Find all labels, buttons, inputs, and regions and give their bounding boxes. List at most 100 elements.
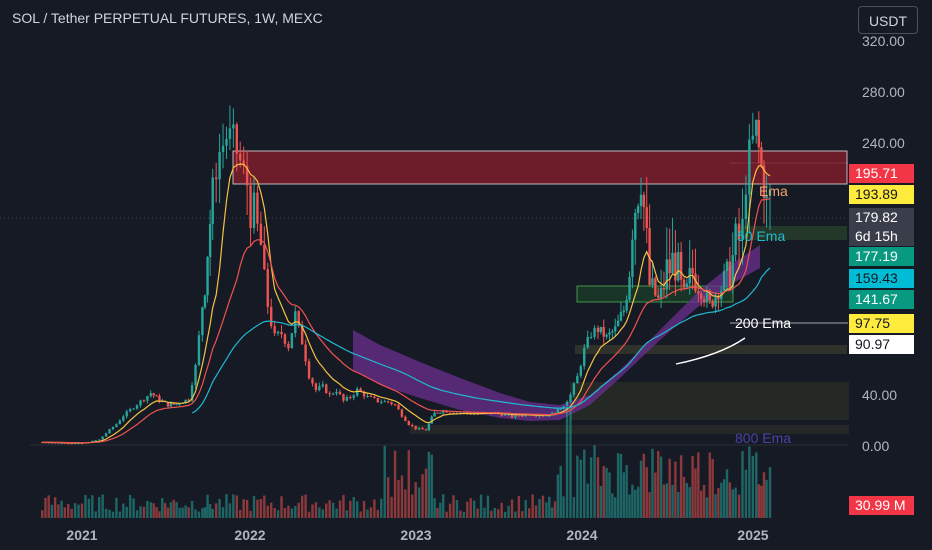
candle-body (287, 343, 290, 349)
volume-bar (101, 494, 104, 518)
volume-bar (430, 454, 433, 518)
volume-bar (287, 505, 290, 518)
candle-body (424, 429, 428, 431)
candle-body (146, 396, 149, 401)
candle-body (748, 139, 751, 195)
candle-body (734, 223, 737, 256)
volume-bar (762, 472, 766, 518)
candle-body (702, 299, 706, 302)
volume-bar (631, 484, 634, 518)
volume-bar (311, 504, 314, 518)
volume-bar (741, 450, 744, 518)
volume-bar (510, 499, 514, 518)
candle-body (757, 119, 761, 148)
volume-bar (149, 502, 152, 518)
candle-body (534, 415, 538, 417)
candle-body (514, 414, 517, 418)
candle-body (266, 269, 269, 307)
candle-body (290, 333, 294, 349)
volume-bar (259, 498, 263, 518)
demand-zone-upper (735, 226, 847, 240)
volume-bar (565, 408, 569, 518)
candle-body (631, 239, 634, 277)
candle-body (390, 402, 393, 405)
volume-bar (53, 497, 57, 518)
candle-body (565, 401, 569, 407)
candle-body (311, 378, 314, 384)
candle-body (439, 412, 442, 414)
volume-bar (642, 453, 646, 518)
candle-body (228, 128, 232, 139)
candle-body (155, 395, 158, 397)
ema-200-label: 200 Ema (735, 315, 791, 331)
candle-body (602, 326, 605, 337)
volume-bar (608, 472, 611, 518)
volume-bar (194, 509, 197, 518)
volume-bar (674, 461, 677, 518)
volume-bar (84, 495, 87, 518)
volume-bar (300, 495, 304, 518)
x-axis-tick-label: 2022 (234, 527, 265, 543)
candle-body (722, 270, 726, 292)
volume-bar (514, 511, 517, 518)
volume-bar (628, 494, 631, 518)
volume-bar (548, 496, 551, 518)
candle-body (125, 411, 128, 417)
volume-bar (411, 494, 414, 518)
volume-bar (472, 500, 476, 518)
bar-countdown-badge: 6d 15h (849, 227, 914, 246)
volume-bar (152, 503, 155, 518)
volume-bar (366, 509, 369, 518)
candle-body (149, 393, 152, 397)
candle-body (208, 224, 212, 257)
candle-body (331, 393, 335, 395)
volume-bar (307, 511, 311, 518)
volume-bar (490, 510, 493, 518)
candle-body (175, 404, 178, 406)
volume-bar (270, 502, 273, 518)
candle-body (762, 165, 766, 199)
volume-bar (122, 503, 125, 518)
volume-bar (572, 497, 576, 518)
candle-body (472, 413, 476, 415)
candle-body (538, 415, 541, 417)
candle-body (541, 415, 545, 417)
candle-body (172, 403, 175, 405)
volume-bar (645, 467, 648, 518)
volume-bar (586, 483, 589, 518)
volume-bar (462, 511, 466, 518)
candle-body (318, 386, 321, 391)
volume-bar (755, 452, 758, 518)
volume-bar (252, 496, 256, 518)
candle-body (178, 403, 181, 405)
volume-bar (335, 508, 338, 518)
volume-bar (452, 495, 455, 518)
candle-body (338, 391, 342, 395)
volume-bar (700, 490, 703, 518)
volume-bar (407, 450, 410, 518)
candle-body (596, 327, 600, 333)
volume-bar (737, 494, 741, 518)
candle-body (616, 320, 620, 327)
candle-body (579, 366, 582, 376)
candle-body (411, 425, 414, 427)
candle-body (366, 395, 369, 397)
volume-bar (593, 445, 596, 518)
candle-body (556, 408, 560, 415)
candle-body (639, 194, 643, 207)
candle-body (373, 396, 376, 399)
x-axis-tick-label: 2025 (737, 527, 768, 543)
volume-bar (276, 510, 280, 518)
price-badge: 177.19 (849, 247, 914, 266)
volume-bar (424, 468, 428, 518)
candle-body (677, 252, 680, 281)
candle-body (128, 409, 132, 412)
candle-body (700, 293, 703, 300)
volume-bar (538, 499, 541, 518)
candle-body (476, 413, 479, 415)
candle-body (708, 293, 711, 301)
volume-bar (725, 469, 729, 518)
volume-bar (433, 498, 436, 518)
currency-selector-button[interactable]: USDT (858, 6, 918, 34)
